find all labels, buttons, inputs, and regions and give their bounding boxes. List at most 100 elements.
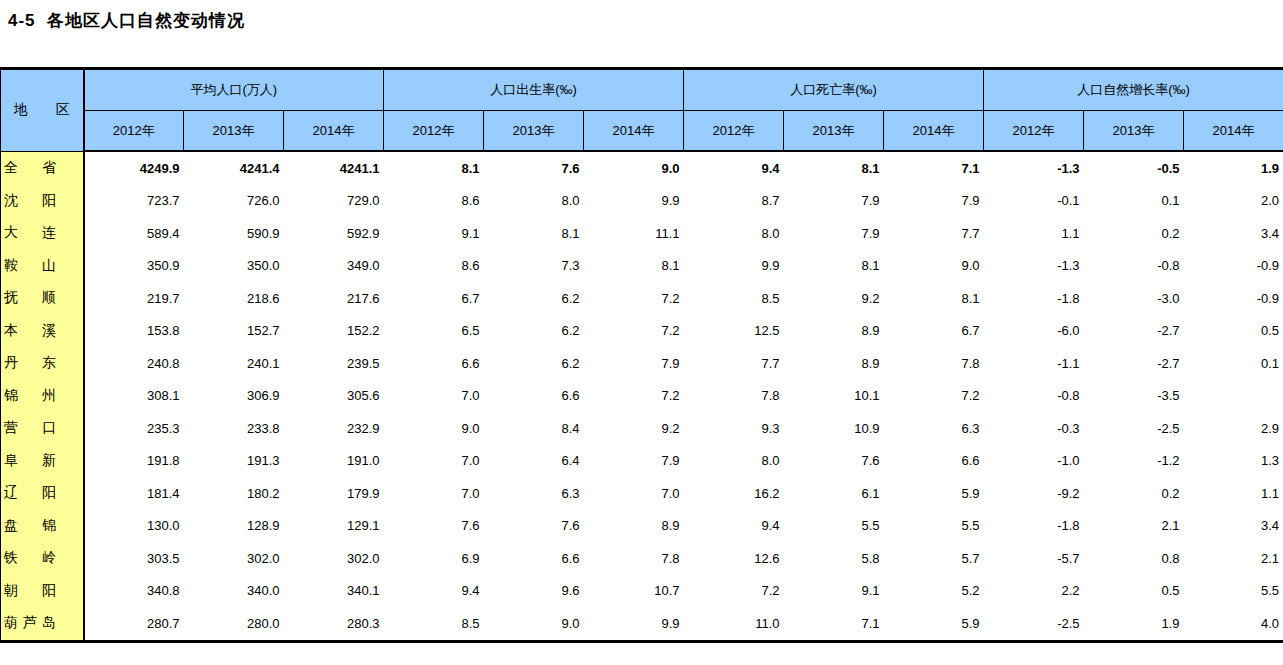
value-cell: 8.5 [384, 607, 484, 641]
value-cell: 7.8 [684, 380, 784, 413]
value-cell: 217.6 [284, 282, 384, 315]
value-cell: 6.5 [384, 315, 484, 348]
value-cell: 7.1 [784, 607, 884, 641]
value-cell: 235.3 [84, 412, 184, 445]
value-cell: 129.1 [284, 510, 384, 543]
value-cell: 7.7 [684, 347, 784, 380]
value-cell: 7.2 [584, 380, 684, 413]
value-cell: 9.0 [384, 412, 484, 445]
value-cell: 302.0 [184, 542, 284, 575]
value-cell: 4.0 [1184, 607, 1283, 641]
value-cell: 9.2 [784, 282, 884, 315]
region-label: 葫芦岛 [4, 614, 56, 632]
region-label: 阜新 [4, 452, 56, 470]
value-cell: 308.1 [84, 380, 184, 413]
value-cell: 7.2 [584, 282, 684, 315]
value-cell: -2.5 [1084, 412, 1184, 445]
value-cell: 9.0 [584, 151, 684, 185]
value-cell: 128.9 [184, 510, 284, 543]
value-cell: 280.7 [84, 607, 184, 641]
value-cell: 9.4 [684, 510, 784, 543]
value-cell: 340.1 [284, 575, 384, 608]
region-header-label: 地 区 [14, 101, 70, 119]
value-cell: -1.8 [984, 282, 1084, 315]
value-cell: -0.3 [984, 412, 1084, 445]
value-cell: 6.2 [484, 282, 584, 315]
value-cell: 12.5 [684, 315, 784, 348]
value-cell: -9.2 [984, 477, 1084, 510]
value-cell: 723.7 [84, 185, 184, 218]
value-cell: 218.6 [184, 282, 284, 315]
value-cell: 7.6 [784, 445, 884, 478]
value-cell: 8.1 [784, 151, 884, 185]
value-cell: 0.2 [1084, 477, 1184, 510]
value-cell: 9.6 [484, 575, 584, 608]
year-header: 2013年 [184, 111, 284, 152]
value-cell: 306.9 [184, 380, 284, 413]
year-header: 2012年 [384, 111, 484, 152]
value-cell: -2.5 [984, 607, 1084, 641]
value-cell: 8.7 [684, 185, 784, 218]
value-cell: 232.9 [284, 412, 384, 445]
table-row: 大连589.4590.9592.99.18.111.18.07.97.71.10… [1, 217, 1283, 250]
value-cell: 8.6 [384, 250, 484, 283]
value-cell: 2.0 [1184, 185, 1283, 218]
table-row: 葫芦岛280.7280.0280.38.59.09.911.07.15.9-2.… [1, 607, 1283, 641]
value-cell: 9.4 [684, 151, 784, 185]
value-cell: 10.9 [784, 412, 884, 445]
value-cell: -0.8 [1084, 250, 1184, 283]
value-cell: 0.1 [1084, 185, 1184, 218]
value-cell: 8.1 [484, 217, 584, 250]
value-cell: 5.9 [884, 477, 984, 510]
value-cell: 7.7 [884, 217, 984, 250]
value-cell: 6.1 [784, 477, 884, 510]
value-cell: 6.7 [384, 282, 484, 315]
value-cell: 181.4 [84, 477, 184, 510]
region-label: 辽阳 [4, 484, 56, 502]
value-cell: 8.9 [584, 510, 684, 543]
value-cell: 590.9 [184, 217, 284, 250]
value-cell: 5.2 [884, 575, 984, 608]
value-cell: 179.9 [284, 477, 384, 510]
value-cell: 7.8 [884, 347, 984, 380]
value-cell: 9.2 [584, 412, 684, 445]
value-cell: 0.5 [1184, 315, 1283, 348]
region-cell: 大连 [1, 217, 84, 250]
region-label: 锦州 [4, 387, 56, 405]
region-cell: 锦州 [1, 380, 84, 413]
value-cell: 350.0 [184, 250, 284, 283]
region-label: 全省 [4, 159, 56, 177]
value-cell: 3.4 [1184, 217, 1283, 250]
year-header: 2012年 [984, 111, 1084, 152]
value-cell: -0.1 [984, 185, 1084, 218]
value-cell: 153.8 [84, 315, 184, 348]
value-cell: 305.6 [284, 380, 384, 413]
table-row: 阜新191.8191.3191.07.06.47.98.07.66.6-1.0-… [1, 445, 1283, 478]
value-cell: 7.2 [584, 315, 684, 348]
value-cell: -1.8 [984, 510, 1084, 543]
region-cell: 营口 [1, 412, 84, 445]
table-header: 地 区 平均人口(万人) 人口出生率(‰) 人口死亡率(‰) 人口自然增长率(‰… [1, 69, 1283, 152]
year-header: 2014年 [284, 111, 384, 152]
value-cell: -2.7 [1084, 315, 1184, 348]
region-label: 本溪 [4, 322, 56, 340]
value-cell: 1.9 [1084, 607, 1184, 641]
value-cell: 6.2 [484, 315, 584, 348]
region-cell: 辽阳 [1, 477, 84, 510]
region-cell: 盘锦 [1, 510, 84, 543]
value-cell: 3.4 [1184, 510, 1283, 543]
population-change-table: 地 区 平均人口(万人) 人口出生率(‰) 人口死亡率(‰) 人口自然增长率(‰… [0, 67, 1283, 643]
value-cell: 180.2 [184, 477, 284, 510]
table-row: 抚顺219.7218.6217.66.76.27.28.59.28.1-1.8-… [1, 282, 1283, 315]
value-cell: 7.6 [384, 510, 484, 543]
value-cell: 0.5 [1084, 575, 1184, 608]
value-cell: 589.4 [84, 217, 184, 250]
value-cell: 8.0 [684, 445, 784, 478]
value-cell: 5.5 [884, 510, 984, 543]
region-cell: 全省 [1, 151, 84, 185]
value-cell: -1.0 [984, 445, 1084, 478]
value-cell: 7.2 [684, 575, 784, 608]
value-cell: 349.0 [284, 250, 384, 283]
value-cell: 4249.9 [84, 151, 184, 185]
region-cell: 葫芦岛 [1, 607, 84, 641]
